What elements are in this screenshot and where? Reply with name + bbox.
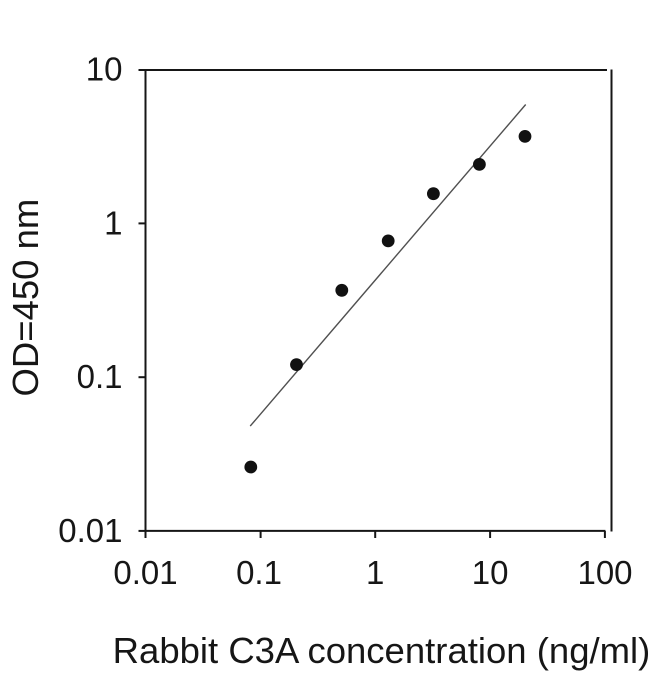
svg-text:10: 10 [472, 554, 509, 591]
svg-text:OD=450 nm: OD=450 nm [5, 199, 46, 397]
svg-text:0.01: 0.01 [113, 554, 177, 591]
svg-text:Rabbit C3A concentration (ng/m: Rabbit C3A concentration (ng/ml) [113, 630, 650, 671]
svg-text:1: 1 [366, 554, 384, 591]
svg-text:0.1: 0.1 [236, 554, 282, 591]
svg-text:0.01: 0.01 [58, 512, 122, 549]
svg-text:10: 10 [86, 51, 123, 88]
svg-text:1: 1 [104, 204, 122, 241]
svg-text:100: 100 [577, 554, 632, 591]
svg-text:0.1: 0.1 [77, 358, 123, 395]
